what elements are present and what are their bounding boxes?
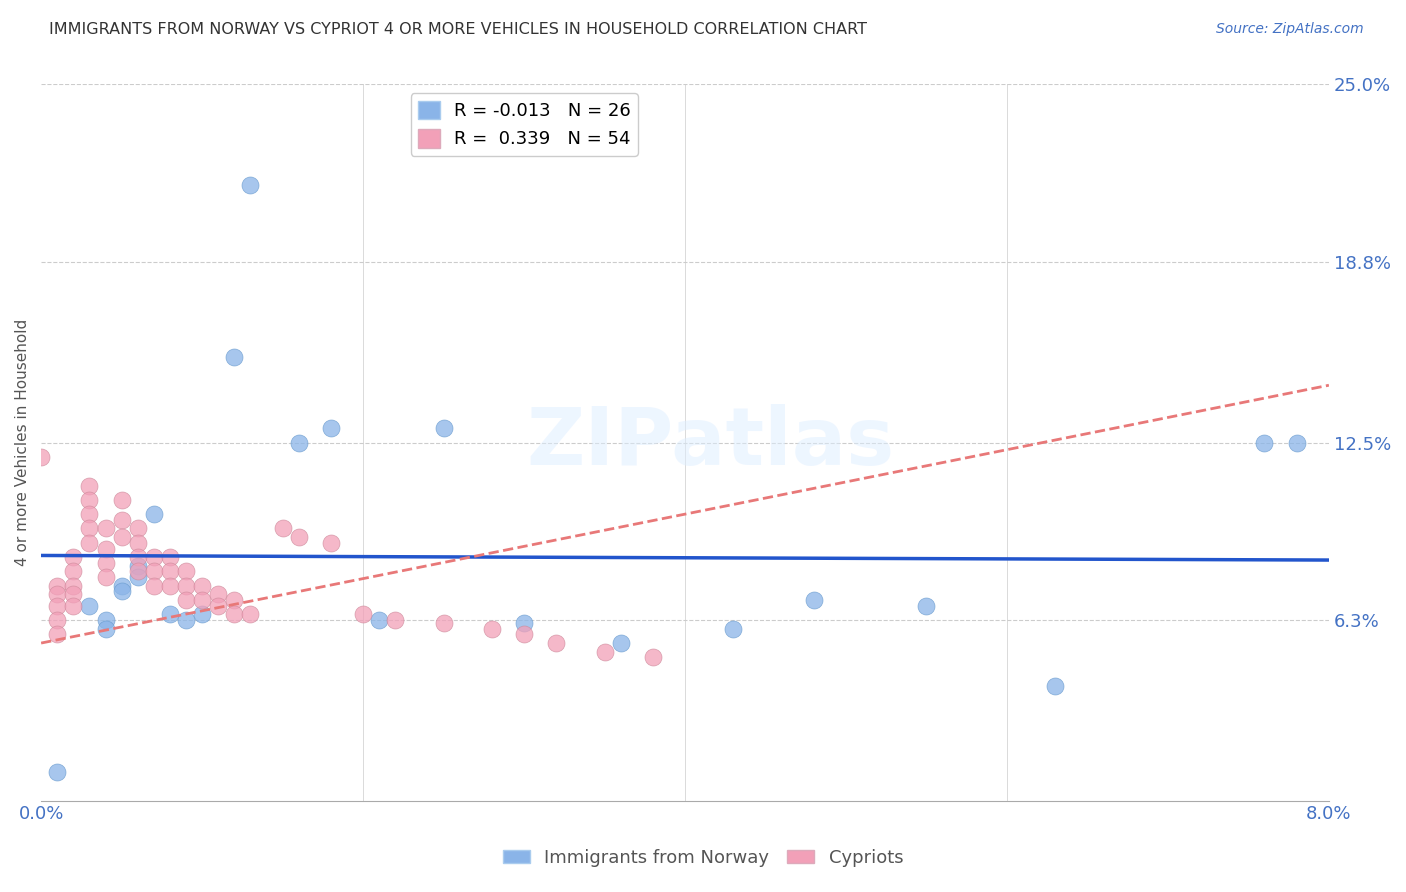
Point [110,513,132,527]
Point [915,599,938,613]
Point [62,587,84,601]
Point [142,565,165,579]
Point [127,565,149,579]
Point [287,530,309,544]
Point [94,556,117,570]
Point [513,627,536,641]
Point [159,565,181,579]
Point [142,507,165,521]
Point [803,593,825,607]
Y-axis label: 4 or more Vehicles in Household: 4 or more Vehicles in Household [15,319,30,566]
Point [142,579,165,593]
Text: IMMIGRANTS FROM NORWAY VS CYPRIOT 4 OR MORE VEHICLES IN HOUSEHOLD CORRELATION CH: IMMIGRANTS FROM NORWAY VS CYPRIOT 4 OR M… [49,22,868,37]
Point [159,550,181,565]
Point [127,536,149,550]
Point [224,607,246,622]
Point [79,478,101,492]
Point [723,622,745,636]
Point [174,613,197,627]
Point [79,521,101,535]
Point [513,615,536,630]
Point [94,570,117,584]
Point [94,521,117,535]
Point [46,579,69,593]
Text: ZIPatlas: ZIPatlas [527,403,894,482]
Point [174,593,197,607]
Point [1285,435,1308,450]
Point [62,565,84,579]
Point [94,622,117,636]
Point [224,350,246,364]
Point [127,521,149,535]
Point [224,593,246,607]
Point [191,593,214,607]
Point [191,579,214,593]
Point [207,599,229,613]
Point [239,607,262,622]
Point [191,607,214,622]
Point [609,636,631,650]
Point [546,636,568,650]
Point [239,178,262,192]
Point [432,421,454,435]
Point [1045,679,1067,693]
Point [110,492,132,507]
Point [1253,435,1275,450]
Point [159,607,181,622]
Point [142,550,165,565]
Point [46,627,69,641]
Point [127,558,149,573]
Point [62,579,84,593]
Point [79,599,101,613]
Point [593,645,616,659]
Point [641,650,664,665]
Point [110,584,132,599]
Point [94,541,117,556]
Point [79,507,101,521]
Point [159,579,181,593]
Point [287,435,309,450]
Point [207,587,229,601]
Point [62,599,84,613]
Point [79,492,101,507]
Point [30,450,52,464]
Point [110,579,132,593]
Point [174,579,197,593]
Point [110,530,132,544]
Text: Source: ZipAtlas.com: Source: ZipAtlas.com [1216,22,1364,37]
Point [481,622,503,636]
Point [46,599,69,613]
Point [46,613,69,627]
Point [384,613,406,627]
Point [46,587,69,601]
Point [94,613,117,627]
Legend: R = -0.013   N = 26, R =  0.339   N = 54: R = -0.013 N = 26, R = 0.339 N = 54 [411,94,638,155]
Point [319,421,342,435]
Point [127,570,149,584]
Point [432,615,454,630]
Point [127,550,149,565]
Point [46,764,69,779]
Point [62,550,84,565]
Point [79,536,101,550]
Point [319,536,342,550]
Point [368,613,391,627]
Point [271,521,294,535]
Point [174,565,197,579]
Point [352,607,374,622]
Legend: Immigrants from Norway, Cypriots: Immigrants from Norway, Cypriots [495,842,911,874]
